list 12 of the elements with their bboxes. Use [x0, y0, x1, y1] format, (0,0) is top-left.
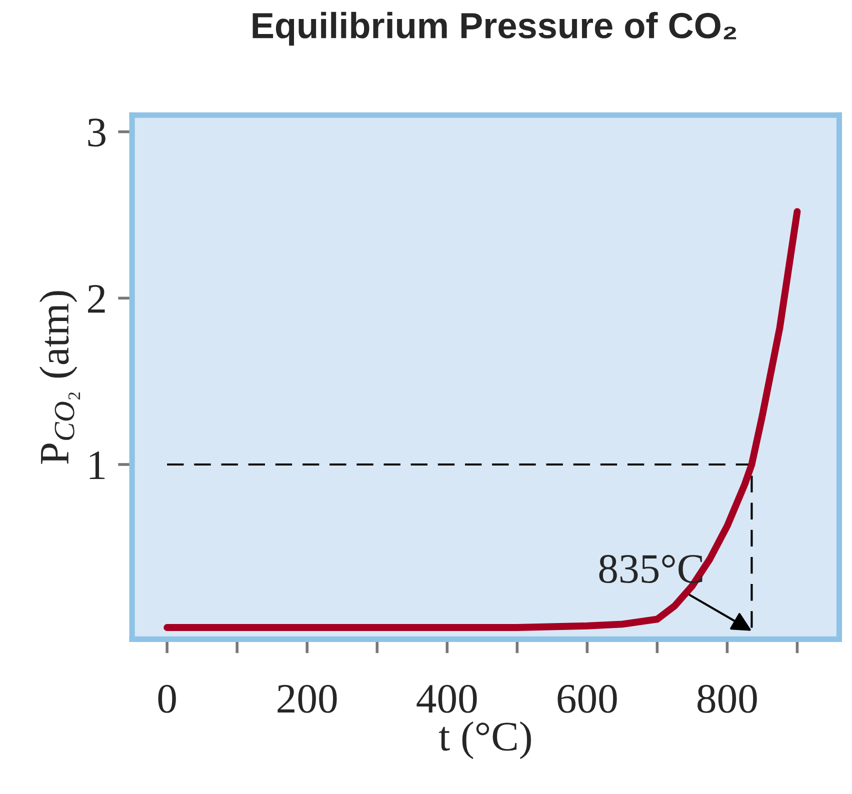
x-tick-label: 800	[698, 684, 757, 713]
annotation: 835°C	[599, 554, 702, 584]
y-tick-label: 1	[90, 451, 105, 479]
x-axis-title: t (°C)	[438, 721, 531, 760]
x-tick-label: 200	[278, 684, 337, 713]
y-tick-label: 3	[88, 118, 106, 147]
x-tick-label: 0	[158, 684, 176, 713]
chart-title: Equilibrium Pressure of CO₂	[252, 12, 736, 46]
x-tick-label: 600	[558, 684, 617, 713]
y-tick-label: 2	[88, 284, 105, 313]
x-tick-label: 400	[416, 684, 477, 713]
y-axis-title: P$_{CO₂}$ (atm)	[39, 291, 80, 464]
